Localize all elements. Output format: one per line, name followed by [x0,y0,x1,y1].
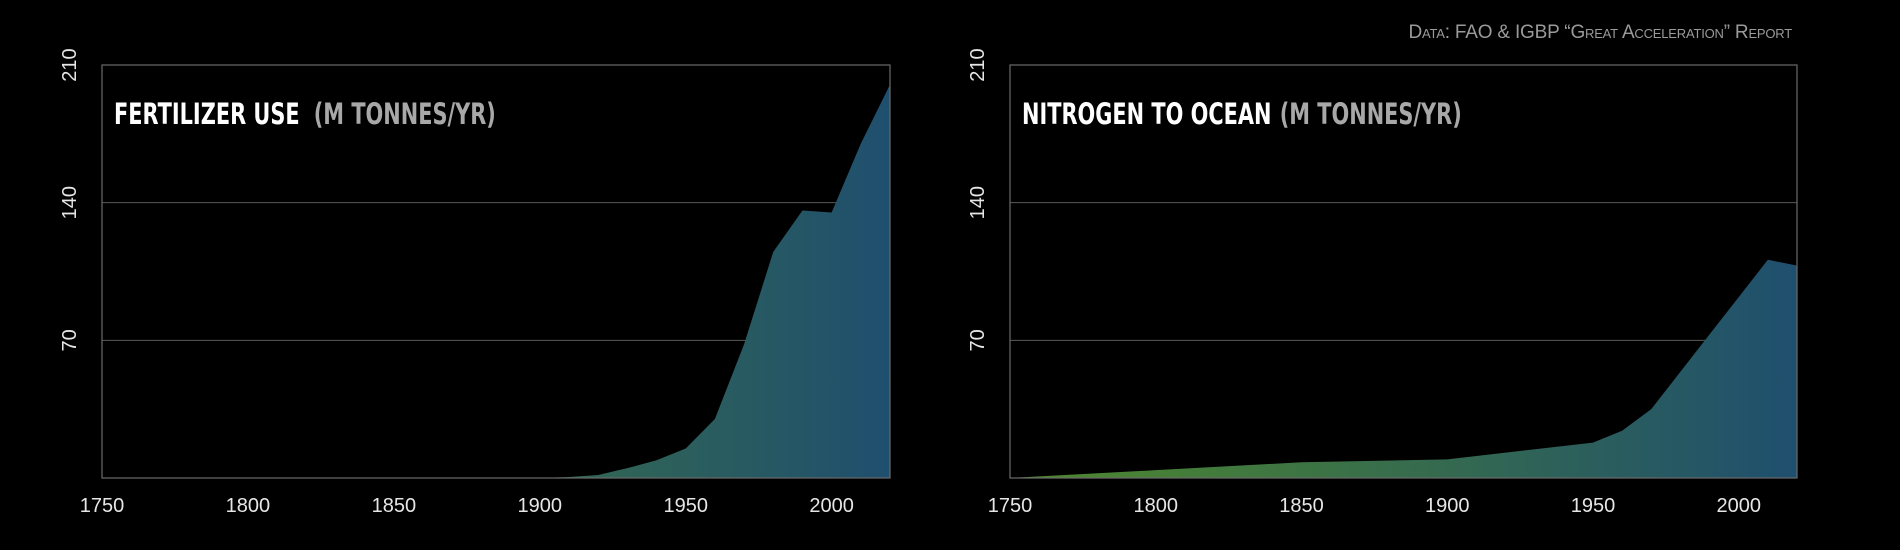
y-tick-label: 70 [59,329,81,351]
y-tick-label: 70 [967,329,989,351]
nitrogen-chart-unit: (M TONNES/YR) [1280,98,1462,131]
y-tick-label: 140 [967,186,989,219]
x-tick-label: 1950 [663,495,708,517]
x-tick-label: 1800 [1133,495,1178,517]
y-tick-label: 140 [59,186,81,219]
x-tick-label: 1900 [1425,495,1470,517]
x-tick-label: 1850 [1279,495,1324,517]
x-tick-label: 2000 [809,495,854,517]
plot-frame [1009,64,1798,479]
data-source-note: Data: FAO & IGBP “Great Acceleration” Re… [1408,22,1793,43]
nitrogen-chart-title: NITROGEN TO OCEAN [1022,98,1272,131]
fertilizer-chart-unit: (M TONNES/YR) [314,98,496,131]
x-tick-label: 1750 [80,495,125,517]
fertilizer-use-chart: 1750 1800 1850 1900 1950 2000 70 140 210 FERTILIZ… [59,48,891,517]
fertilizer-area-series [102,84,890,479]
x-tick-label: 1950 [1571,495,1616,517]
plot-frame [101,64,891,479]
y-tick-label: 210 [967,48,989,81]
x-tick-label: 1800 [226,495,271,517]
nitrogen-area-series [1010,259,1797,478]
x-tick-label: 1900 [518,495,563,517]
x-tick-label: 1750 [988,495,1033,517]
fertilizer-chart-title: FERTILIZER USE [114,98,300,131]
x-tick-label: 2000 [1716,495,1761,517]
x-tick-label: 1850 [372,495,417,517]
y-tick-label: 210 [59,48,81,81]
